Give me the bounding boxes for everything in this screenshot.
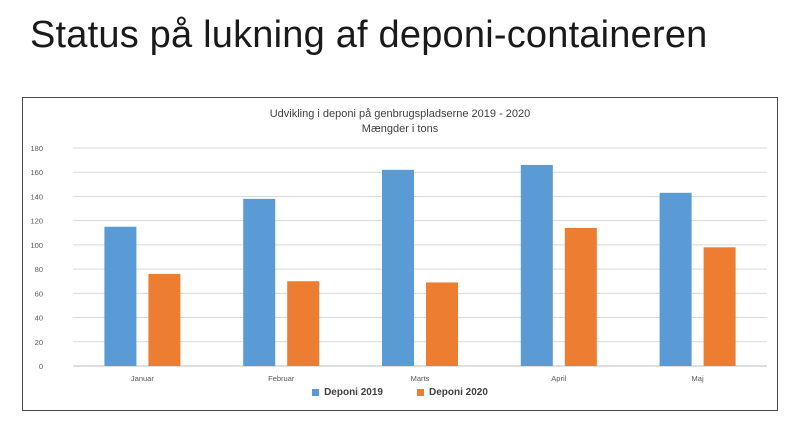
y-tick-label: 0 (39, 362, 43, 371)
x-tick-label-januar: Januar (131, 374, 154, 383)
legend-item-deponi-2020: Deponi 2020 (417, 387, 488, 398)
x-tick-label-marts: Marts (411, 374, 430, 383)
bar-2020-marts (426, 282, 458, 366)
x-axis-tick-labels: Januar Februar Marts April Maj (131, 374, 704, 383)
y-tick-label: 40 (35, 314, 43, 323)
x-tick-label-april: April (551, 374, 566, 383)
legend-label-deponi-2019: Deponi 2019 (324, 387, 383, 398)
y-tick-label: 20 (35, 338, 43, 347)
y-tick-label: 60 (35, 289, 43, 298)
bar-2019-april (520, 164, 553, 366)
gridlines (73, 147, 767, 367)
bar-2020-april (564, 227, 597, 366)
chart-subtitle: Mængder i tons (361, 123, 439, 135)
bar-2020-maj (703, 247, 736, 366)
y-tick-label: 180 (30, 144, 43, 153)
chart-title: Udvikling i deponi på genbrugspladserne … (269, 108, 531, 120)
x-tick-label-maj: Maj (692, 374, 704, 383)
legend-swatch-deponi-2020 (417, 389, 424, 396)
y-tick-label: 160 (30, 168, 43, 177)
legend-label-deponi-2020: Deponi 2020 (429, 387, 488, 398)
legend-swatch-deponi-2019 (312, 389, 320, 396)
chart-legend: Deponi 2019 Deponi 2020 (23, 387, 777, 398)
bar-chart-plot: 0 20 40 60 80 100 120 140 160 180 Januar Februar Ma… (30, 144, 767, 383)
bars (104, 164, 736, 366)
y-tick-label: 80 (35, 265, 43, 274)
bar-2019-januar (104, 226, 137, 366)
y-tick-label: 140 (30, 192, 43, 201)
bar-2020-februar (287, 281, 320, 366)
bar-2019-marts (382, 169, 414, 366)
slide-title: Status på lukning af deponi-containeren (30, 14, 708, 56)
x-tick-label-februar: Februar (268, 374, 295, 383)
bar-2019-februar (243, 198, 276, 366)
y-tick-label: 100 (30, 241, 43, 250)
bar-2020-januar (148, 273, 181, 366)
bar-2019-maj (659, 192, 692, 366)
chart-container: Udvikling i deponi på genbrugspladserne … (22, 97, 778, 411)
y-tick-label: 120 (30, 217, 43, 226)
y-axis-tick-labels: 0 20 40 60 80 100 120 140 160 180 (30, 144, 43, 371)
legend-item-deponi-2019: Deponi 2019 (312, 387, 383, 398)
